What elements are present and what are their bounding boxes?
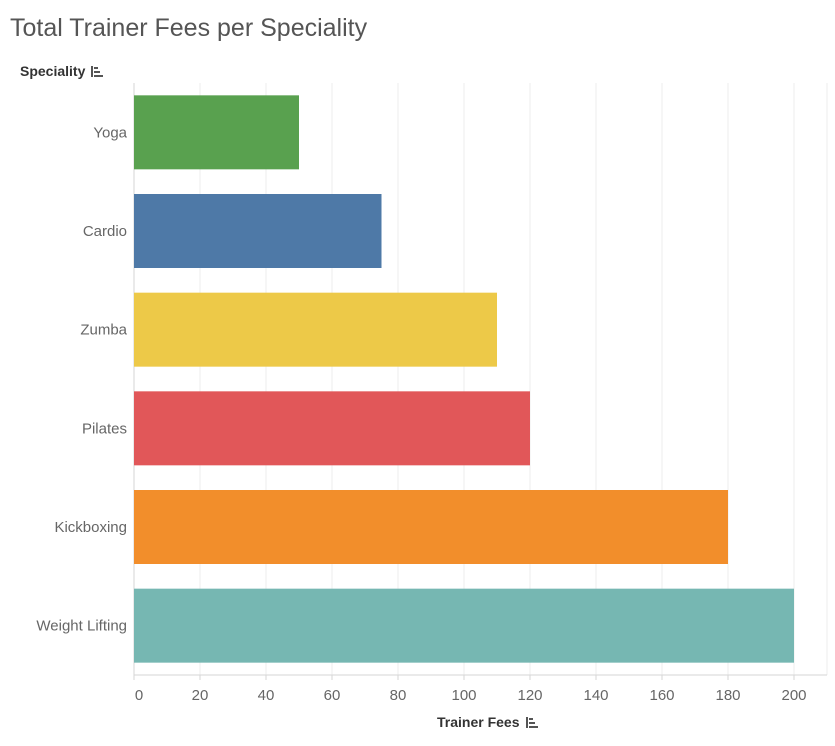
bar[interactable] <box>134 391 530 466</box>
bar[interactable] <box>134 194 382 268</box>
y-axis-title: Speciality <box>20 63 86 79</box>
x-tick-label: 160 <box>649 687 674 704</box>
bar[interactable] <box>134 490 728 564</box>
bar[interactable] <box>134 95 299 170</box>
x-tick-label: 40 <box>258 687 275 704</box>
x-tick-label: 100 <box>451 687 476 704</box>
x-tick-label: 120 <box>517 687 542 704</box>
chart-title: Total Trainer Fees per Speciality <box>10 14 368 42</box>
y-axis-header[interactable]: Speciality <box>20 63 104 79</box>
x-tick-label: 180 <box>715 687 740 704</box>
bar[interactable] <box>134 588 794 663</box>
bar[interactable] <box>134 292 497 367</box>
category-label: Weight Lifting <box>36 618 127 635</box>
x-tick-label: 200 <box>781 687 806 704</box>
x-tick-label: 60 <box>324 687 341 704</box>
sort-descending-icon[interactable] <box>91 65 104 77</box>
sort-descending-icon[interactable] <box>525 716 538 728</box>
category-label: Yoga <box>93 124 127 141</box>
category-label: Zumba <box>80 322 127 339</box>
x-tick-label: 80 <box>390 687 407 704</box>
category-label: Pilates <box>82 420 127 437</box>
x-axis-title: Trainer Fees <box>437 714 520 730</box>
x-tick-label: 20 <box>192 687 209 704</box>
x-tick-label: 140 <box>583 687 608 704</box>
category-label: Kickboxing <box>54 519 127 536</box>
x-tick-label: 0 <box>135 687 143 704</box>
x-axis-header[interactable]: Trainer Fees <box>437 714 538 730</box>
category-label: Cardio <box>83 223 127 240</box>
